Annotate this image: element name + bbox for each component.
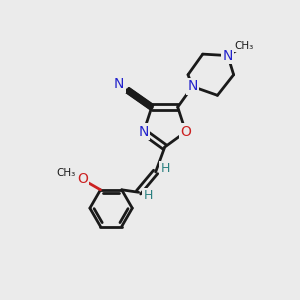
Text: N: N [223, 49, 233, 63]
Text: CH₃: CH₃ [56, 168, 76, 178]
Text: N: N [114, 77, 124, 91]
Text: N: N [187, 80, 198, 94]
Text: O: O [77, 172, 88, 187]
Text: O: O [180, 125, 191, 139]
Text: N: N [139, 125, 149, 139]
Text: H: H [161, 162, 170, 175]
Text: H: H [144, 189, 153, 202]
Text: CH₃: CH₃ [235, 41, 254, 51]
